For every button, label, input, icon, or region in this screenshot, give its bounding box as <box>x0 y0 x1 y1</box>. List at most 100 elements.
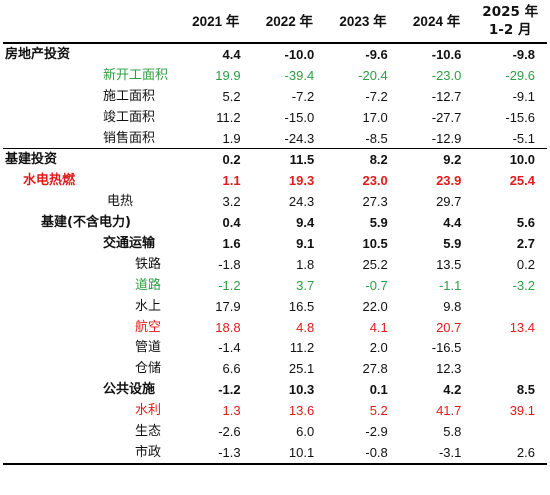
cell-value: 10.0 <box>473 148 547 171</box>
cell-value: 20.7 <box>436 319 462 335</box>
table-row: 新开工面积 19.9 -39.4 -20.4 -23.0 -29.6 <box>3 65 547 86</box>
table-row: 基建(不含电力) 0.4 9.4 5.9 4.4 5.6 <box>3 212 547 233</box>
cell-value: 0.2 <box>516 256 535 272</box>
cell-value: 1.8 <box>296 256 315 272</box>
table-row: 水电热燃 1.1 19.3 23.0 23.9 25.4 <box>3 170 547 191</box>
table-row: 施工面积 5.2 -7.2 -7.2 -12.7 -9.1 <box>3 86 547 107</box>
cell-value <box>473 358 547 379</box>
row-label: 管道 <box>135 340 162 356</box>
cell-value: -15.6 <box>505 109 535 125</box>
header-2025-line1: 2025 年 <box>482 4 539 21</box>
header-2023: 2023 年 <box>339 14 387 30</box>
cell-value: -20.4 <box>358 67 388 83</box>
row-label: 水电热燃 <box>23 173 76 189</box>
cell-value: 10.5 <box>362 235 388 251</box>
cell-value: -16.5 <box>431 340 462 356</box>
cell-value: 3.7 <box>296 277 315 293</box>
cell-value: 4.2 <box>443 382 462 398</box>
row-label: 基建投资 <box>3 148 179 171</box>
header-2021: 2021 年 <box>192 14 240 30</box>
cell-value: -5.1 <box>512 130 535 146</box>
cell-value: 25.2 <box>362 256 388 272</box>
cell-value: 25.4 <box>509 173 535 189</box>
row-label: 新开工面积 <box>103 67 169 83</box>
cell-value: 8.2 <box>326 148 400 171</box>
cell-value: 8.5 <box>516 382 535 398</box>
table-row: 交通运输 1.6 9.1 10.5 5.9 2.7 <box>3 233 547 254</box>
cell-value <box>473 337 547 358</box>
cell-value: 10.1 <box>252 441 327 465</box>
cell-value: 9.8 <box>443 298 462 314</box>
cell-value: 5.2 <box>222 88 241 104</box>
table-row: 房地产投资 4.4 -10.0 -9.6 -10.6 -9.8 <box>3 42 547 65</box>
cell-value: 9.4 <box>296 215 315 231</box>
cell-value <box>473 296 547 317</box>
cell-value: 5.9 <box>369 215 388 231</box>
cell-value: 0.4 <box>222 215 241 231</box>
row-label: 施工面积 <box>103 88 156 104</box>
cell-value: -24.3 <box>284 130 315 146</box>
cell-value: -9.8 <box>473 42 547 65</box>
cell-value: 2.7 <box>516 235 535 251</box>
row-label: 公共设施 <box>103 382 156 398</box>
cell-value: 4.4 <box>179 42 253 65</box>
cell-value: 10.3 <box>288 382 315 398</box>
cell-value: 19.9 <box>215 67 241 83</box>
cell-value: -2.6 <box>218 423 241 439</box>
cell-value: 4.1 <box>369 319 388 335</box>
cell-value: -1.2 <box>218 382 241 398</box>
cell-value: 11.2 <box>289 340 315 356</box>
cell-value: 1.3 <box>222 403 241 419</box>
header-2025-line2: 1-2 月 <box>488 22 532 38</box>
cell-value: 13.5 <box>436 256 462 272</box>
cell-value: 27.3 <box>362 194 388 210</box>
cell-value: -0.7 <box>365 277 388 293</box>
cell-value: 6.6 <box>222 361 241 377</box>
cell-value: 5.9 <box>443 235 462 251</box>
row-label: 航空 <box>135 319 162 335</box>
table-row: 铁路 -1.8 1.8 25.2 13.5 0.2 <box>3 254 547 275</box>
row-label: 电热 <box>107 194 134 210</box>
cell-value: 18.8 <box>215 319 241 335</box>
cell-value: 1.6 <box>222 235 241 251</box>
header-2025: 2025 年 1-2 月 <box>473 2 547 43</box>
cell-value: -12.7 <box>431 88 462 104</box>
cell-value: 2.6 <box>473 441 547 465</box>
cell-value: 23.0 <box>362 173 388 189</box>
row-label: 水利 <box>135 403 162 419</box>
cell-value <box>473 191 547 212</box>
cell-value: -10.6 <box>399 42 474 65</box>
cell-value: -1.4 <box>218 340 241 356</box>
cell-value: 9.1 <box>296 235 315 251</box>
cell-value: 22.0 <box>362 298 388 314</box>
cell-value: -2.9 <box>365 423 388 439</box>
cell-value: 39.1 <box>509 403 535 419</box>
cell-value: 9.2 <box>399 148 474 171</box>
cell-value: 12.3 <box>436 361 462 377</box>
cell-value: 29.7 <box>436 194 462 210</box>
cell-value: 16.5 <box>288 298 315 314</box>
cell-value: 4.8 <box>296 319 315 335</box>
cell-value: 23.9 <box>436 173 462 189</box>
cell-value: -9.1 <box>512 88 535 104</box>
cell-value: 17.0 <box>362 109 388 125</box>
header-blank <box>3 2 179 43</box>
cell-value: 3.2 <box>222 194 241 210</box>
cell-value: -1.1 <box>438 277 462 293</box>
cell-value: -0.8 <box>326 441 400 465</box>
cell-value: -3.2 <box>512 277 535 293</box>
row-label: 竣工面积 <box>103 109 156 125</box>
cell-value: 27.8 <box>362 361 388 377</box>
header-row: 2021 年 2022 年 2023 年 2024 年 2025 年 1-2 月 <box>3 2 547 43</box>
table-row: 基建投资 0.2 11.5 8.2 9.2 10.0 <box>3 148 547 171</box>
row-label: 道路 <box>135 277 162 293</box>
row-label: 生态 <box>135 423 162 439</box>
cell-value <box>473 421 547 442</box>
table-row: 管道 -1.4 11.2 2.0 -16.5 <box>3 337 547 358</box>
cell-value: 13.4 <box>509 319 535 335</box>
table-body: 房地产投资 4.4 -10.0 -9.6 -10.6 -9.8 新开工面积 19.9 -39.4… <box>3 42 547 465</box>
header-2022: 2022 年 <box>265 14 314 30</box>
investment-growth-table: 2021 年 2022 年 2023 年 2024 年 2025 年 1-2 月 … <box>3 2 547 465</box>
cell-value: -7.2 <box>365 88 388 104</box>
